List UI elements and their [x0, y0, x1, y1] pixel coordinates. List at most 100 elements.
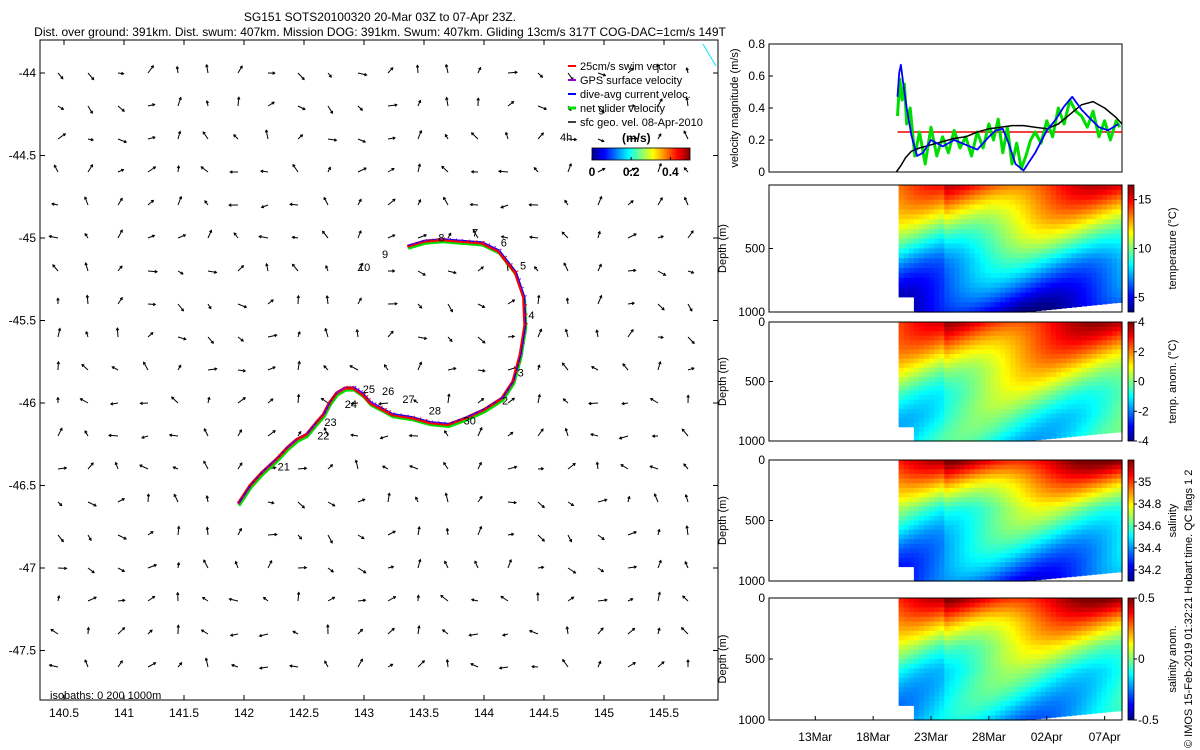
section-cell	[1020, 390, 1027, 396]
section-cell	[934, 607, 940, 613]
section-cell	[1040, 297, 1047, 303]
section-cell	[929, 340, 935, 346]
section-cell	[898, 520, 905, 526]
section-cell	[954, 376, 961, 383]
section-cell	[1076, 431, 1082, 437]
geo-vector-head	[84, 232, 88, 237]
section-cell	[903, 696, 910, 702]
section-cell	[979, 677, 986, 684]
geo-vector-arrow	[387, 104, 397, 107]
section-cell	[1035, 409, 1042, 415]
section-cell	[949, 422, 956, 428]
section-cell	[1040, 395, 1047, 401]
section-cell	[984, 474, 991, 480]
section-cell	[949, 649, 956, 655]
section-cell	[984, 322, 991, 328]
section-cell	[974, 418, 981, 424]
section-cell	[1020, 464, 1027, 470]
section-cell	[1091, 297, 1098, 303]
geo-vector-head	[394, 302, 398, 306]
section-cell	[1040, 219, 1047, 225]
section-cell	[1116, 548, 1123, 554]
section-cell	[959, 464, 966, 470]
section-cell	[1061, 307, 1067, 309]
section-cell	[954, 367, 961, 373]
section-cell	[924, 268, 930, 274]
geo-vector-head	[563, 262, 567, 266]
section-cell	[1066, 367, 1072, 373]
colorbar-tick-label: -2	[1138, 404, 1149, 418]
section-cell	[964, 349, 971, 355]
section-cell	[969, 616, 976, 623]
geo-vector-head	[394, 103, 398, 107]
geo-vector-arrow	[657, 560, 662, 569]
section-cell	[913, 687, 920, 693]
section-cell	[1061, 548, 1067, 554]
section-cell	[1076, 358, 1082, 364]
section-cell	[898, 185, 905, 191]
section-cell	[944, 663, 950, 669]
section-cell	[974, 189, 981, 196]
section-cell	[918, 199, 925, 206]
section-cell	[1101, 399, 1108, 405]
section-cell	[969, 189, 976, 196]
section-cell	[1045, 307, 1052, 311]
geo-vector-arrow	[324, 660, 329, 668]
section-cell	[954, 322, 961, 328]
section-cell	[1056, 344, 1062, 351]
section-cell	[1010, 404, 1016, 410]
section-cell	[964, 464, 971, 470]
section-cell	[1030, 381, 1037, 387]
section-cell	[979, 431, 986, 437]
dive-velocity-tick	[495, 399, 500, 403]
section-cell	[1081, 501, 1088, 508]
section-cell	[918, 576, 925, 582]
section-cell	[913, 483, 920, 489]
section-cell	[954, 243, 961, 250]
section-cell	[964, 297, 971, 303]
section-cell	[1071, 460, 1077, 466]
section-cell	[1010, 543, 1016, 550]
section-cell	[990, 376, 996, 383]
section-cell	[954, 224, 961, 230]
section-cell	[908, 487, 915, 494]
section-cell	[1010, 427, 1016, 433]
section-cell	[984, 557, 991, 563]
section-cell	[1081, 354, 1088, 360]
section-cell	[995, 567, 1001, 573]
section-cell	[995, 464, 1001, 470]
section-cell	[929, 297, 935, 303]
dive-velocity-tick	[509, 384, 513, 388]
geo-vector-head	[362, 139, 367, 143]
section-cell	[929, 553, 935, 559]
section-cell	[1030, 185, 1037, 191]
section-cell	[990, 238, 996, 245]
map-y-tick-label: -44	[19, 66, 37, 80]
geo-vector-head	[60, 76, 64, 80]
section-cell	[974, 204, 981, 210]
section-cell	[1056, 501, 1062, 508]
section-cell	[1010, 372, 1016, 378]
section-cell	[974, 399, 981, 405]
section-cell	[934, 363, 940, 369]
section-cell	[913, 372, 920, 378]
dive-velocity-tick	[290, 442, 294, 446]
section-cell	[918, 548, 925, 554]
section-cell	[1081, 418, 1088, 424]
geo-vector-head	[533, 166, 537, 171]
section-cell	[1101, 233, 1108, 240]
section-cell	[1050, 277, 1057, 284]
depth-axis-label: Depth (m)	[717, 357, 729, 406]
section-cell	[913, 659, 920, 665]
section-cell	[984, 422, 991, 428]
section-cell	[979, 340, 986, 346]
section-cell	[974, 677, 981, 684]
section-cell	[1025, 199, 1032, 206]
section-cell	[1066, 567, 1072, 573]
section-cell	[908, 654, 915, 660]
section-cell	[1061, 331, 1067, 337]
section-cell	[1050, 248, 1057, 254]
section-cell	[1030, 322, 1037, 328]
section-cell	[984, 515, 991, 522]
section-cell	[949, 277, 956, 284]
